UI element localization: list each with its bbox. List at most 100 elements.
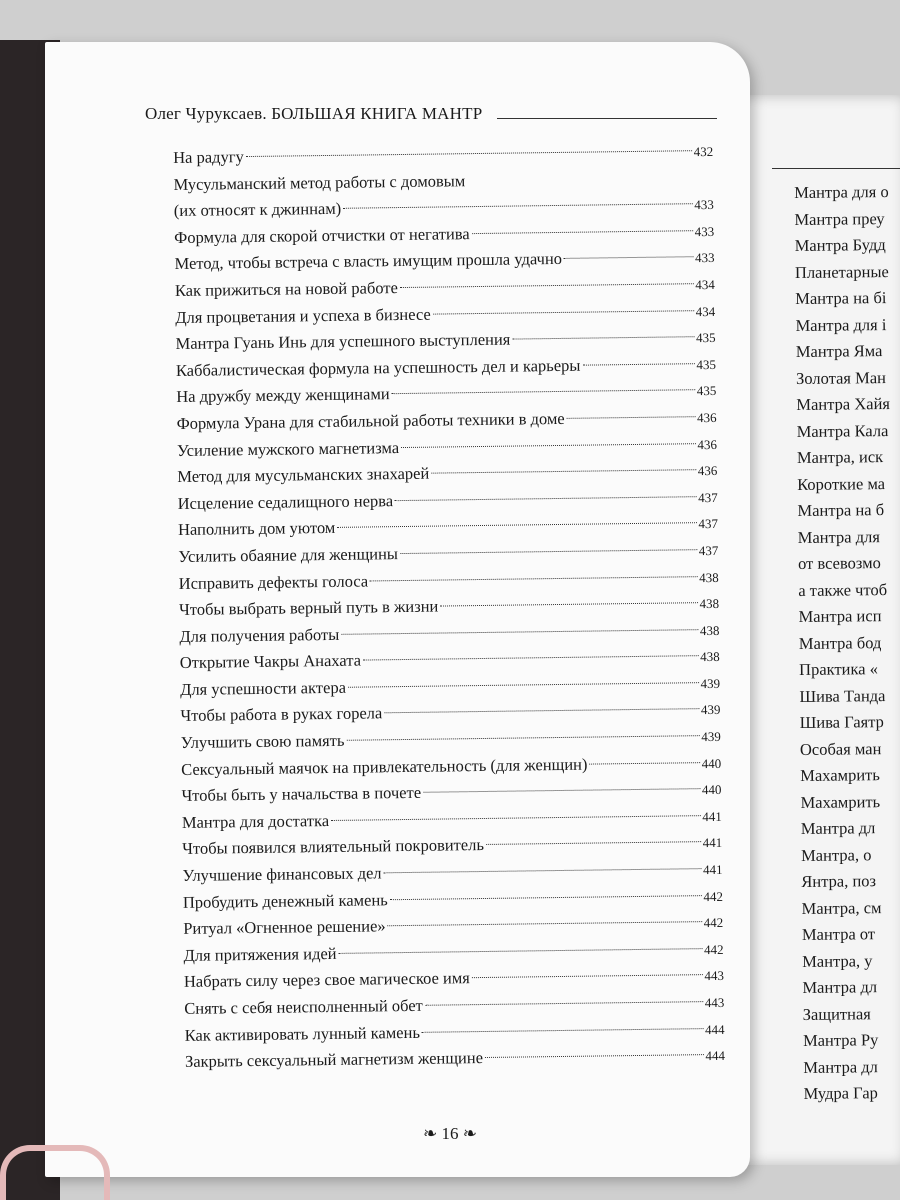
entry-page: 437	[698, 542, 719, 559]
dot-leader	[471, 229, 693, 234]
toc-entry: Защитная	[802, 1003, 871, 1024]
dot-leader	[391, 389, 695, 395]
toc-entry: Мантра исп	[798, 606, 882, 626]
dot-leader	[245, 150, 692, 158]
entry-page: 434	[695, 303, 716, 319]
dot-leader	[347, 682, 699, 688]
entry-page: 442	[703, 888, 723, 904]
dot-leader	[399, 549, 697, 554]
toc-entry: Мантра Ру	[802, 1030, 879, 1050]
entry-page: 432	[693, 143, 714, 160]
entry-title: Набрать силу через свое магическое имя	[183, 968, 470, 992]
toc-entry: Янтра, поз	[801, 871, 877, 891]
entry-title: Как активировать лунный камень	[184, 1022, 421, 1045]
entry-title: На дружбу между женщинами	[176, 384, 390, 407]
entry-page: 443	[704, 968, 725, 984]
entry-title: Пробудить денежный камень	[182, 889, 388, 912]
entry-page: 438	[700, 649, 720, 665]
toc-entry: Особая ман	[799, 738, 882, 759]
entry-title: (их относят к джиннам)	[173, 198, 342, 221]
toc-entry: Мантра на б	[797, 500, 885, 520]
header-rule	[497, 118, 717, 119]
entry-title: Чтобы выбрать верный путь в жизни	[178, 596, 439, 620]
entry-title: Мусульманский метод работы с домовым	[173, 170, 466, 194]
dot-leader	[440, 602, 698, 607]
toc-entry: Мантра, у	[802, 950, 873, 971]
entry-title: Закрыть сексуальный магнетизм женщине	[184, 1048, 484, 1072]
entry-title: Мантра для достатка	[181, 810, 330, 832]
entry-title: Исправить дефекты голоса	[178, 570, 369, 593]
entry-title: Наполнить дом уютом	[177, 518, 336, 540]
toc-entry: Махамрить	[800, 791, 881, 812]
toc-entry: Мантра Кала	[796, 420, 889, 441]
running-header: Олег Чуруксаев. БОЛЬШАЯ КНИГА МАНТР	[145, 104, 483, 123]
entry-title: Открытие Чакры Анахата	[179, 650, 362, 673]
entry-title: Для притяжения идей	[183, 943, 337, 965]
dot-leader	[432, 309, 694, 315]
entry-page: 433	[694, 250, 715, 266]
entry-title: Формула Урана для стабильной работы техн…	[176, 408, 565, 433]
toc-entry: Мантра преу	[794, 208, 885, 229]
right-page: Мантра для о Мантра преу Мантра Будд Планет…	[722, 95, 900, 1165]
entry-title: Чтобы быть у начальства в почете	[181, 783, 422, 806]
right-toc: Мантра для о Мантра преу Мантра Будд Планет…	[794, 179, 898, 1107]
entry-title: Чтобы работа в руках горела	[180, 703, 383, 726]
entry-page: 436	[697, 463, 718, 479]
entry-title: Метод для мусульманских знахарей	[177, 463, 430, 487]
toc-entry: Мантра для і	[795, 314, 887, 335]
dot-leader	[424, 1001, 703, 1006]
dot-leader	[341, 628, 698, 635]
entry-page: 437	[698, 489, 718, 505]
entry-page: 434	[695, 276, 715, 293]
toc-entry: Золотая Ман	[795, 367, 887, 388]
toc-entry: Короткие ма	[797, 473, 886, 494]
toc-entry: Практика «	[799, 659, 879, 679]
dot-leader	[331, 814, 701, 821]
toc-entry: Шива Гаятр	[799, 712, 884, 732]
toc-entry: Мантра на бі	[795, 288, 887, 308]
toc-entry: Мантра для о	[794, 182, 889, 202]
dot-leader	[563, 256, 694, 260]
entry-title: Улучшить свою память	[180, 730, 345, 753]
toc-entry: Мантра от	[801, 924, 876, 944]
entry-page: 439	[700, 702, 721, 718]
entry-title: Для успешности актера	[180, 677, 347, 699]
toc-entry: Мантра Будд	[794, 235, 886, 255]
dot-leader	[423, 788, 700, 794]
entry-page: 435	[696, 356, 717, 372]
entry-page: 442	[703, 915, 724, 931]
entry-page: 436	[697, 409, 717, 426]
dot-leader	[485, 841, 701, 846]
entry-page: 437	[698, 516, 719, 532]
entry-title: На радугу	[173, 147, 244, 167]
ornament: ❧	[423, 1124, 442, 1143]
dot-leader	[389, 894, 702, 900]
entry-title: Усиление мужского магнетизма	[176, 437, 400, 460]
toc-entry: Планетарные	[794, 261, 889, 282]
entry-page: 433	[694, 223, 715, 239]
dot-leader	[346, 735, 700, 741]
entry-page: 443	[704, 994, 725, 1011]
dot-leader	[384, 708, 699, 714]
dot-leader	[387, 921, 702, 927]
toc-entry: Мантра, о	[800, 844, 872, 865]
entry-title: Сексуальный маячок на привлекательность …	[181, 754, 588, 779]
toc-entry: Мантра дл	[802, 977, 878, 997]
entry-title: Для процветания и успеха в бизнесе	[175, 304, 431, 327]
toc-entry: Закрыть сексуальный магнетизм женщине 444	[185, 1042, 725, 1076]
entry-page: 444	[705, 1048, 726, 1064]
dot-leader	[512, 336, 695, 340]
entry-page: 440	[701, 755, 722, 771]
dot-leader	[566, 416, 696, 419]
page-number: ❧ 16 ❧	[423, 1124, 477, 1144]
entry-page: 438	[699, 569, 719, 585]
dot-leader	[399, 283, 694, 289]
toc-entry: Мантра бод	[798, 632, 882, 653]
dot-leader	[362, 655, 699, 661]
dot-leader	[484, 1054, 704, 1059]
toc-entry: Мантра Яма	[795, 341, 883, 361]
entry-page: 433	[694, 197, 714, 213]
toc-entry: от всевозмо	[797, 553, 881, 573]
toc-entry: Мантра дл	[803, 1056, 878, 1077]
toc-entry: Мантра Хайя	[796, 394, 891, 414]
